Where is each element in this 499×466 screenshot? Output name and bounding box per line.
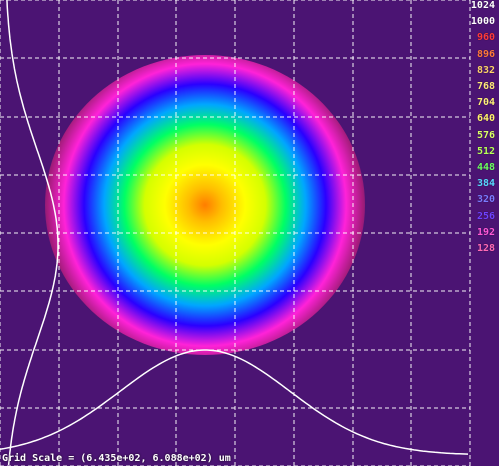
beam-spot bbox=[45, 55, 365, 355]
vertical-profile-line bbox=[6, 0, 59, 466]
horizontal-profile-line bbox=[0, 349, 469, 455]
grid-lines bbox=[0, 0, 471, 466]
